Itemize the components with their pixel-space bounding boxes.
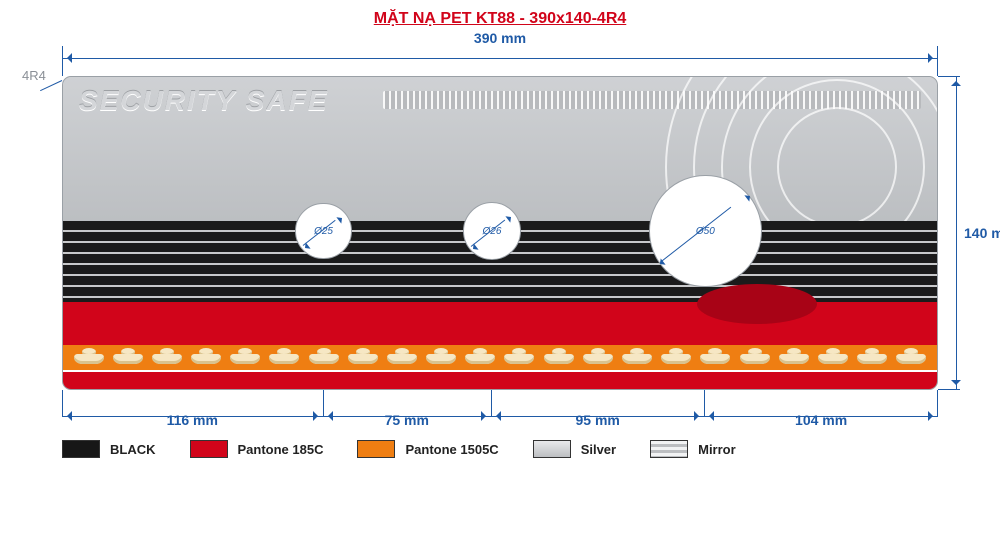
orange-band xyxy=(63,345,937,370)
gold-ingot-icon xyxy=(152,352,182,364)
gold-ingot-icon xyxy=(661,352,691,364)
drawing-title: MẶT NẠ PET KT88 - 390x140-4R4 xyxy=(0,0,1000,34)
decorative-dot-strip xyxy=(383,91,921,109)
gold-ingot-icon xyxy=(465,352,495,364)
gold-ingot-icon xyxy=(348,352,378,364)
dim-label: 104 mm xyxy=(795,412,847,428)
legend-item: Pantone 185C xyxy=(190,440,324,458)
legend-label: Pantone 1505C xyxy=(405,442,498,457)
gold-ingot-icon xyxy=(230,352,260,364)
hole-diameter-label: Ø25 xyxy=(314,226,333,237)
gold-ingot-icon xyxy=(740,352,770,364)
gold-ingot-icon xyxy=(387,352,417,364)
hole-26: Ø26 xyxy=(463,202,521,260)
gold-ingot-icon xyxy=(426,352,456,364)
gold-ingot-icon xyxy=(309,352,339,364)
panel-wrap: SECURITY SAFE Ø25 Ø26 Ø50 xyxy=(62,76,938,390)
dim-seg-104: 104 mm xyxy=(704,406,938,426)
dim-seg-95: 95 mm xyxy=(491,406,704,426)
legend-swatch xyxy=(533,440,571,458)
hole-25: Ø25 xyxy=(295,203,351,259)
gold-ingot-icon xyxy=(113,352,143,364)
dim-height-right: 140 mm xyxy=(946,76,966,390)
drawing-stage: 4R4 390 mm 140 mm SECURITY SAFE xyxy=(40,34,960,464)
gold-ingot-icon xyxy=(622,352,652,364)
gold-ingot-icon xyxy=(700,352,730,364)
legend-label: Mirror xyxy=(698,442,736,457)
corner-radius-label: 4R4 xyxy=(22,68,46,83)
dim-label: 116 mm xyxy=(167,412,218,428)
dim-label: 140 mm xyxy=(964,225,1000,241)
gold-ingot-icon xyxy=(269,352,299,364)
dim-seg-116: 116 mm xyxy=(62,406,323,426)
embossed-brand-text: SECURITY SAFE xyxy=(79,85,329,117)
gold-ingot-icon xyxy=(74,352,104,364)
legend-swatch xyxy=(62,440,100,458)
legend-item: Mirror xyxy=(650,440,736,458)
dim-label: 95 mm xyxy=(575,412,619,428)
gold-ingot-icon xyxy=(818,352,848,364)
legend-item: BLACK xyxy=(62,440,156,458)
gold-ingot-icon xyxy=(779,352,809,364)
legend-label: Silver xyxy=(581,442,616,457)
hole-50: Ø50 xyxy=(649,175,761,287)
red-band xyxy=(63,302,937,346)
legend-label: BLACK xyxy=(110,442,156,457)
hole-diameter-label: Ø50 xyxy=(696,226,715,237)
red-band-dip xyxy=(697,284,817,324)
dim-width-top: 390 mm xyxy=(62,48,938,68)
gold-ingot-icon xyxy=(583,352,613,364)
dim-label: 75 mm xyxy=(385,412,429,428)
legend-swatch xyxy=(650,440,688,458)
gold-ingot-icon xyxy=(896,352,926,364)
bottom-red-strip xyxy=(63,370,937,389)
gold-ingot-icon xyxy=(544,352,574,364)
legend-item: Silver xyxy=(533,440,616,458)
legend-swatch xyxy=(190,440,228,458)
hole-diameter-label: Ø26 xyxy=(483,226,502,237)
dim-seg-75: 75 mm xyxy=(323,406,491,426)
color-legend: BLACK Pantone 185C Pantone 1505C Silver Mirr… xyxy=(62,436,938,462)
faceplate-panel: SECURITY SAFE Ø25 Ø26 Ø50 xyxy=(62,76,938,390)
legend-label: Pantone 185C xyxy=(238,442,324,457)
gold-ingot-icon xyxy=(504,352,534,364)
gold-ingot-icon xyxy=(857,352,887,364)
dim-label: 390 mm xyxy=(474,30,526,46)
ingot-row xyxy=(63,345,937,370)
silver-region: SECURITY SAFE xyxy=(63,77,937,221)
legend-swatch xyxy=(357,440,395,458)
gold-ingot-icon xyxy=(191,352,221,364)
legend-item: Pantone 1505C xyxy=(357,440,498,458)
